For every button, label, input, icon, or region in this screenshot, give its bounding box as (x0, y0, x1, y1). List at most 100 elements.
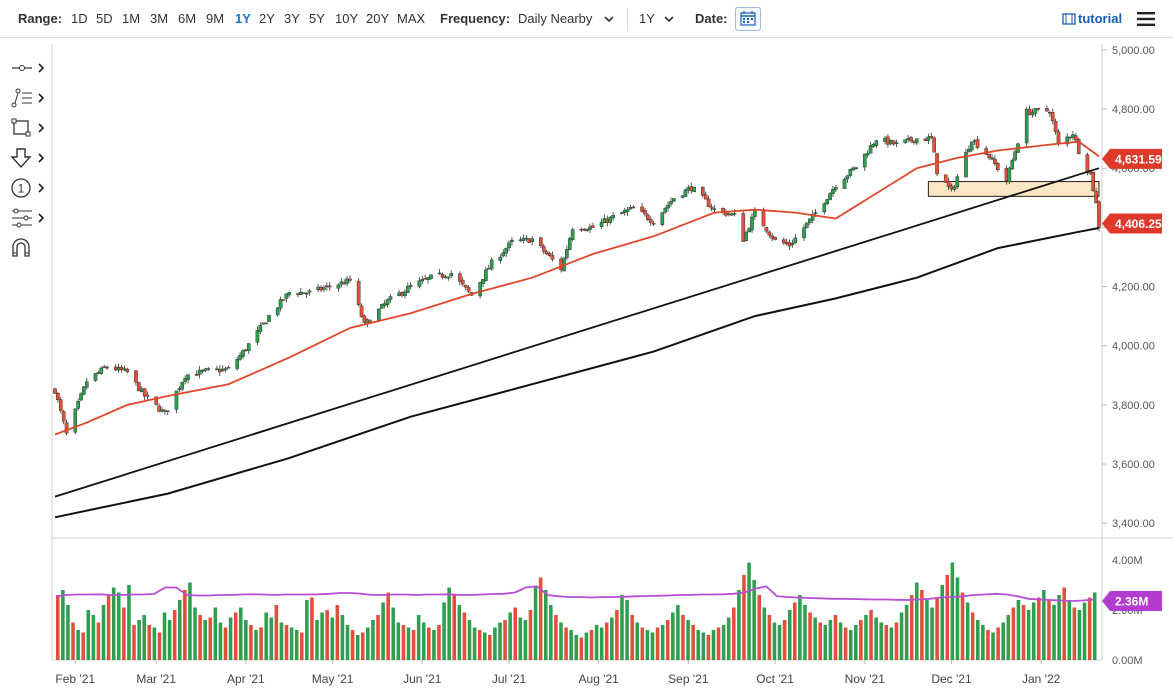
candle-body (145, 394, 150, 397)
volume-bar (762, 607, 767, 660)
volume-bar (1016, 600, 1021, 660)
calendar-button[interactable] (735, 7, 761, 31)
ma200-line (54, 227, 1100, 519)
arrow-down-icon[interactable] (8, 146, 48, 170)
range-3m[interactable]: 3M (150, 11, 169, 26)
range-10y[interactable]: 10Y (335, 11, 359, 26)
last-price-badge: 4,406.25 (1102, 213, 1162, 234)
hamburger-menu-icon[interactable] (1137, 12, 1155, 26)
volume-bar (772, 622, 777, 660)
x-tick-label: Jun '21 (403, 672, 442, 686)
candle-body (507, 242, 511, 249)
volume-bar (1087, 597, 1092, 660)
volume-bar (864, 615, 868, 660)
volume-bar (1031, 602, 1036, 660)
candle-body (539, 237, 543, 246)
chevron-down-icon[interactable] (662, 13, 676, 25)
volume-bar (366, 627, 370, 660)
candle-body (1091, 171, 1096, 192)
period-select[interactable]: 1Y (639, 11, 655, 26)
volume-bar (386, 592, 390, 660)
range-3y[interactable]: 3Y (284, 11, 300, 26)
candle-body (53, 388, 57, 394)
candle-body (952, 186, 957, 190)
candle-body (284, 293, 289, 299)
trendline-icon[interactable] (8, 86, 48, 110)
x-tick-label: Aug '21 (579, 672, 620, 686)
candle-body (834, 187, 838, 190)
range-5d[interactable]: 5D (96, 11, 113, 26)
volume-bar (930, 607, 934, 660)
candle-body (446, 276, 451, 279)
candle-body (99, 367, 104, 374)
volume-bar (350, 630, 355, 660)
volume-bar (579, 637, 584, 660)
candle-body (1097, 201, 1101, 228)
frequency-select[interactable]: Daily Nearby (518, 11, 593, 26)
volume-bar (706, 635, 711, 660)
volume-bar (848, 630, 853, 660)
candle-body (345, 278, 349, 284)
range-1y[interactable]: 1Y (235, 11, 251, 26)
x-tick-label: Oct '21 (756, 672, 794, 686)
volume-badge-shape (1102, 591, 1162, 611)
candle-body (1050, 112, 1055, 122)
candle-body (165, 410, 170, 412)
crosshair-icon[interactable] (8, 56, 48, 80)
volume-bar (559, 622, 563, 660)
candle-body (764, 227, 769, 232)
volume-bar (122, 607, 126, 660)
range-9m[interactable]: 9M (206, 11, 225, 26)
chevron-down-icon[interactable] (602, 13, 616, 25)
candle-body (142, 388, 147, 397)
candle-body (932, 137, 936, 153)
candle-body (643, 210, 647, 215)
volume-bar (615, 610, 619, 660)
volume-bar (945, 575, 950, 660)
candle-body (813, 212, 818, 214)
candle-body (137, 382, 141, 392)
volume-bar (915, 582, 919, 660)
volume-bar (1001, 622, 1005, 660)
candle-body (946, 180, 951, 187)
range-6m[interactable]: 6M (178, 11, 197, 26)
range-20y[interactable]: 20Y (366, 11, 390, 26)
candle-body (926, 136, 931, 141)
candle-body (831, 189, 835, 194)
volume-bar (452, 595, 457, 660)
candle-body (105, 366, 109, 369)
candle-body (180, 382, 185, 390)
volume-bar (711, 630, 716, 660)
volume-bar (798, 595, 802, 660)
range-1m[interactable]: 1M (122, 11, 141, 26)
range-2y[interactable]: 2Y (259, 11, 275, 26)
volume-bar (76, 630, 80, 660)
candle-body (501, 252, 506, 257)
volume-bar (899, 612, 904, 660)
range-5y[interactable]: 5Y (309, 11, 325, 26)
candle-body (134, 370, 138, 383)
range-max[interactable]: MAX (397, 11, 426, 26)
range-1d[interactable]: 1D (71, 11, 88, 26)
svg-text:1: 1 (18, 182, 25, 196)
candle-body (767, 231, 772, 236)
fibonacci-icon[interactable] (8, 206, 48, 230)
candle-body (703, 194, 708, 200)
tutorial-link[interactable]: tutorial (1078, 11, 1123, 26)
film-icon[interactable] (1062, 13, 1076, 25)
candle-body (440, 274, 445, 278)
candle-body (868, 145, 873, 154)
volume-bar (854, 625, 858, 660)
volume-bar (1092, 592, 1097, 660)
volume-bar (640, 627, 645, 660)
candle-body (894, 142, 899, 144)
numbered-marker-icon[interactable]: 1 (8, 176, 48, 200)
volume-bar (152, 627, 157, 660)
rectangle-icon[interactable] (8, 116, 48, 140)
volume-bar (782, 620, 787, 660)
volume-badge-label: 2.36M (1115, 595, 1148, 609)
magnet-icon[interactable] (8, 236, 48, 260)
volume-bar (1037, 597, 1041, 660)
volume-bar (391, 607, 396, 660)
